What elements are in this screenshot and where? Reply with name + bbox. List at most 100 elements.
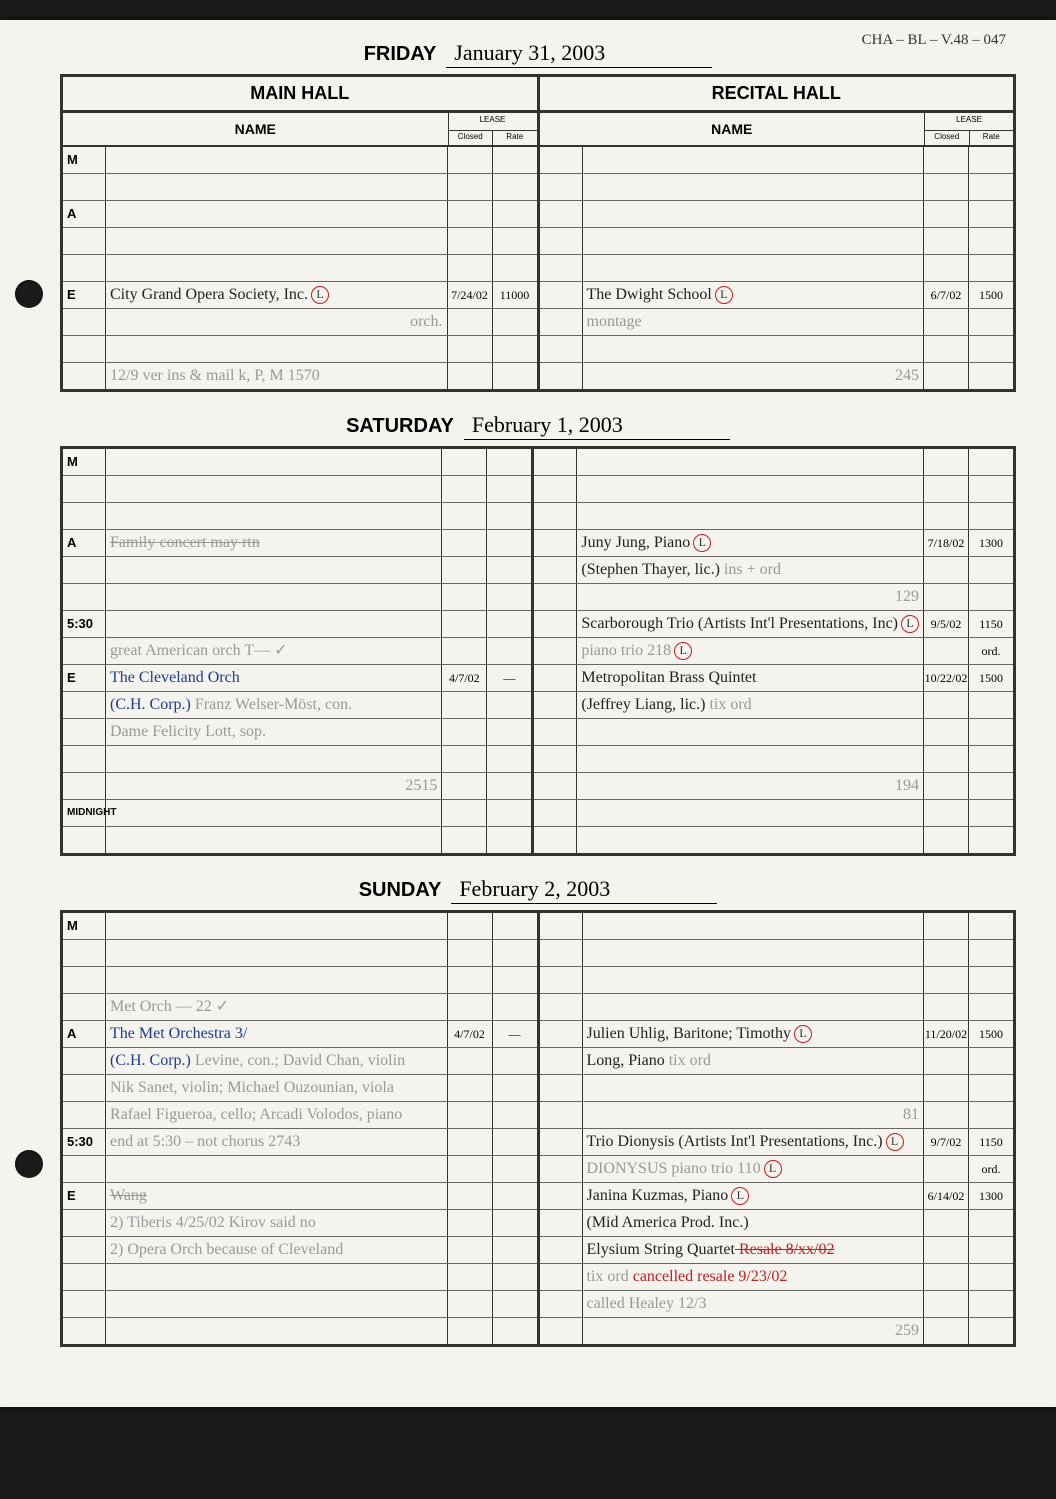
name-header: NAME	[540, 113, 926, 145]
lease-rate	[487, 773, 531, 799]
lease-closed-date	[448, 363, 493, 389]
ledger-row	[63, 746, 531, 773]
time-slot-label	[534, 719, 577, 745]
day-block: SUNDAYFebruary 2, 2003MMet Orch — 22 ✓AT…	[60, 876, 1016, 1347]
day-name: SATURDAY	[346, 415, 454, 438]
lease-rate	[493, 1048, 537, 1074]
entry-name: Nik Sanet, violin; Michael Ouzounian, vi…	[106, 1075, 448, 1101]
time-slot-label	[63, 363, 106, 389]
ledger-row: Long, Piano tix ord	[540, 1048, 1014, 1075]
ledger-row: Rafael Figueroa, cello; Arcadi Volodos, …	[63, 1102, 537, 1129]
entry-name: orch.	[106, 309, 448, 335]
lease-closed-date	[924, 913, 969, 939]
lease-closed-date	[924, 800, 969, 826]
rate-header: Rate	[970, 131, 1014, 146]
entry-name	[583, 147, 925, 173]
time-slot-label	[540, 201, 583, 227]
lease-rate	[493, 967, 537, 993]
lease-rate: 1500	[969, 665, 1013, 691]
time-slot-label	[63, 1237, 106, 1263]
lease-closed-date	[924, 1075, 969, 1101]
time-slot-label: 5:30	[63, 611, 106, 637]
time-slot-label	[540, 336, 583, 362]
entry-name	[106, 174, 448, 200]
entry-name	[106, 611, 442, 637]
time-slot-label	[540, 994, 583, 1020]
entry-name: Wang	[106, 1183, 448, 1209]
entry-name	[106, 557, 442, 583]
ledger-row: Trio Dionysis (Artists Int'l Presentatio…	[540, 1129, 1014, 1156]
ledger-row	[534, 476, 1013, 503]
lease-rate	[487, 611, 531, 637]
time-slot-label	[540, 255, 583, 281]
recital-hall-header: RECITAL HALL	[540, 77, 1014, 110]
time-slot-label: A	[63, 201, 106, 227]
ledger-row: 194	[534, 773, 1013, 800]
lease-closed-date	[448, 1264, 493, 1290]
entry-name	[106, 1264, 448, 1290]
lease-rate	[493, 994, 537, 1020]
lease-closed-date: 9/7/02	[924, 1129, 969, 1155]
lease-closed-date	[442, 719, 487, 745]
entry-name: Met Orch — 22 ✓	[106, 994, 448, 1020]
ledger-row	[63, 557, 531, 584]
recital-hall-column: NAMELEASEClosedRateThe Dwight SchoolL6/7…	[540, 113, 1014, 389]
time-slot-label	[540, 228, 583, 254]
ledger-row	[540, 228, 1014, 255]
entry-name: piano trio 218L	[577, 638, 924, 664]
time-slot-label	[534, 692, 577, 718]
time-slot-label	[540, 1102, 583, 1128]
lease-rate	[969, 940, 1013, 966]
lease-closed-date: 9/5/02	[924, 611, 969, 637]
entry-name	[577, 746, 924, 772]
entry-name: Janina Kuzmas, PianoL	[583, 1183, 925, 1209]
lease-header: LEASE	[925, 113, 1013, 131]
lease-rate: 1500	[969, 1021, 1013, 1047]
time-slot-label	[540, 1318, 583, 1344]
archive-reference: CHA – BL – V.48 – 047	[862, 32, 1006, 49]
lease-closed-date	[924, 827, 969, 853]
lease-rate	[969, 827, 1013, 853]
entry-name	[583, 913, 925, 939]
entry-name	[106, 800, 442, 826]
day-grid: NAMELEASEClosedRateMAECity Grand Opera S…	[60, 113, 1016, 392]
lease-closed-date	[442, 692, 487, 718]
closed-header: Closed	[925, 131, 970, 146]
day-name: SUNDAY	[359, 879, 442, 902]
recital-hall-column: Juny Jung, PianoL7/18/021300(Stephen Tha…	[534, 449, 1013, 853]
lease-closed-date	[442, 638, 487, 664]
lease-rate	[493, 913, 537, 939]
day-header: SUNDAYFebruary 2, 2003	[60, 876, 1016, 904]
lease-rate	[969, 584, 1013, 610]
time-slot-label	[63, 584, 106, 610]
main-hall-column: MAFamily concert may rtn5:30great Americ…	[63, 449, 534, 853]
lease-rate	[969, 557, 1013, 583]
ledger-row	[63, 228, 537, 255]
closed-header: Closed	[449, 131, 494, 146]
ledger-row	[63, 1291, 537, 1318]
day-header: SATURDAYFebruary 1, 2003	[60, 412, 1016, 440]
entry-name: 12/9 ver ins & mail k, P, M 1570	[106, 363, 448, 389]
ledger-row: M	[63, 147, 537, 174]
time-slot-label	[540, 1237, 583, 1263]
lease-closed-date	[448, 1210, 493, 1236]
lease-rate: —	[493, 1021, 537, 1047]
lease-rate	[969, 1291, 1013, 1317]
entry-name: The Cleveland Orch	[106, 665, 442, 691]
entry-name	[583, 174, 925, 200]
time-slot-label	[540, 147, 583, 173]
lease-closed-date	[442, 800, 487, 826]
lease-rate	[493, 228, 537, 254]
time-slot-label	[63, 1156, 106, 1182]
lease-closed-date	[448, 228, 493, 254]
time-slot-label	[540, 940, 583, 966]
entry-name: (Mid America Prod. Inc.)	[583, 1210, 925, 1236]
lease-closed-date	[442, 503, 487, 529]
time-slot-label	[63, 827, 106, 853]
lease-closed-date	[924, 584, 969, 610]
time-slot-label	[540, 1075, 583, 1101]
time-slot-label	[540, 1021, 583, 1047]
lease-closed-date: 7/18/02	[924, 530, 969, 556]
entry-name	[106, 940, 448, 966]
lease-rate	[493, 1291, 537, 1317]
